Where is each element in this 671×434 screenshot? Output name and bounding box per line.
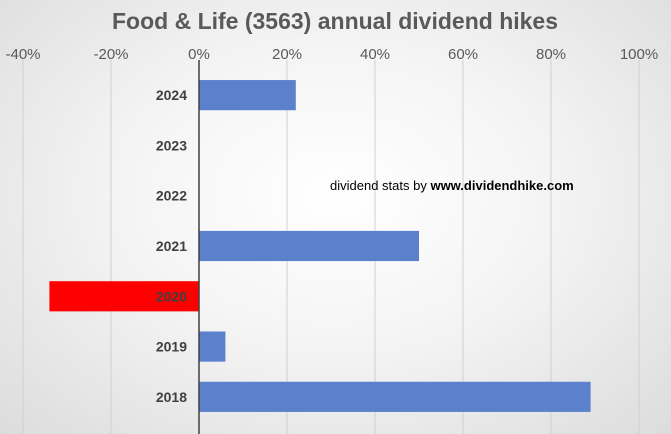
- x-tick-label: -20%: [93, 46, 128, 63]
- category-label-2024: 2024: [156, 87, 187, 103]
- x-tick-label: 20%: [272, 46, 302, 63]
- category-label-2022: 2022: [156, 188, 187, 204]
- bar-2020: [49, 281, 200, 312]
- x-tick-label: 100%: [620, 46, 658, 63]
- x-axis-ticks: -40% -20% 0% 20% 40% 60% 80% 100%: [5, 46, 658, 63]
- x-tick-label: 0%: [188, 46, 210, 63]
- bar-2021: [199, 230, 419, 262]
- bar-2019: [199, 331, 226, 362]
- bar-2018: [199, 381, 591, 412]
- category-label-2019: 2019: [156, 339, 187, 355]
- x-tick-label: -40%: [5, 46, 40, 63]
- annotation-site: www.dividendhike.com: [429, 178, 573, 193]
- x-tick-label: 40%: [360, 46, 390, 63]
- bar-2024: [199, 80, 296, 111]
- x-tick-label: 80%: [536, 46, 566, 63]
- category-label-2023: 2023: [156, 137, 187, 153]
- y-axis-categories: 2024 2023 2022 2021 2020 2019 2018: [156, 87, 187, 405]
- category-label-2018: 2018: [156, 389, 187, 405]
- category-label-2020: 2020: [156, 288, 187, 304]
- source-annotation: dividend stats by www.dividendhike.com: [330, 178, 574, 193]
- bars: [49, 80, 591, 412]
- chart-title: Food & Life (3563) annual dividend hikes: [112, 8, 558, 34]
- annotation-prefix: dividend stats by: [330, 178, 430, 193]
- category-label-2021: 2021: [156, 238, 187, 254]
- x-tick-label: 60%: [448, 46, 478, 63]
